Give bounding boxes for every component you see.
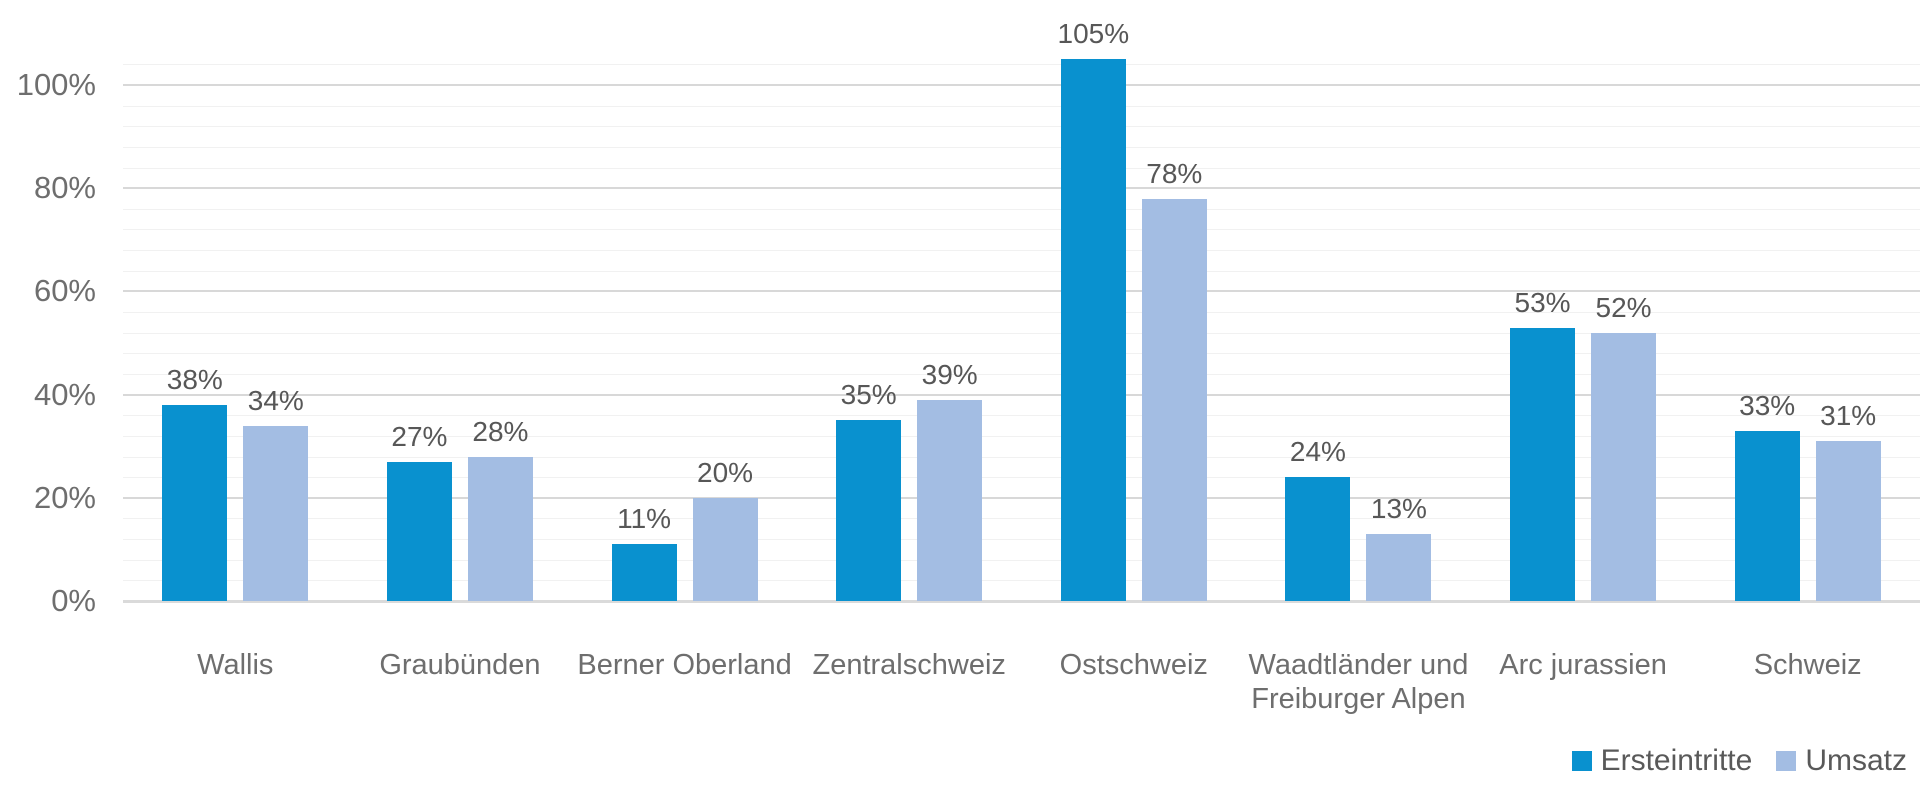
major-gridline: [123, 393, 1920, 396]
minor-gridline: [123, 435, 1920, 437]
category-label: Waadtländer und Freiburger Alpen: [1248, 649, 1469, 715]
bar-ersteintritte: [611, 544, 677, 601]
y-axis-tick-label: 0%: [51, 583, 96, 618]
legend-item-ersteintritte: Ersteintritte: [1571, 744, 1753, 778]
minor-gridline: [123, 229, 1920, 231]
minor-gridline: [123, 456, 1920, 458]
bar-value-label: 24%: [1289, 436, 1346, 468]
legend-marker-umsatz-icon: [1776, 751, 1797, 771]
major-gridline: [123, 496, 1920, 499]
bar-value-label: 35%: [840, 379, 897, 411]
minor-gridline: [123, 559, 1920, 561]
minor-gridline: [123, 126, 1920, 128]
y-axis-tick-label: 60%: [33, 273, 96, 309]
major-gridline: [123, 84, 1920, 86]
category-label: Zentralschweiz: [812, 649, 1006, 681]
minor-gridline: [123, 312, 1920, 314]
legend-label: Umsatz: [1805, 744, 1907, 777]
minor-gridline: [123, 415, 1920, 417]
major-gridline: [123, 290, 1920, 293]
bar-value-label: 38%: [166, 363, 223, 395]
bar-umsatz: [692, 497, 758, 601]
bar-value-label: 20%: [697, 456, 754, 488]
legend-item-umsatz: Umsatz: [1776, 744, 1907, 778]
minor-gridline: [123, 250, 1920, 252]
minor-gridline: [123, 167, 1920, 169]
minor-gridline: [123, 332, 1920, 334]
legend-label: Ersteintritte: [1600, 744, 1753, 777]
bar-value-label: 78%: [1146, 157, 1203, 189]
bar-value-label: 39%: [921, 358, 978, 390]
bar-value-label: 34%: [247, 384, 304, 416]
bar-value-label: 11%: [617, 503, 672, 535]
bar-value-label: 27%: [391, 420, 448, 452]
y-axis-tick-label: 20%: [33, 479, 96, 515]
bar-umsatz: [917, 399, 983, 601]
bar-ersteintritte: [162, 404, 228, 601]
y-axis-tick-label: 40%: [33, 376, 96, 412]
bar-value-label: 28%: [472, 415, 529, 447]
minor-gridline: [123, 373, 1920, 375]
bar-ersteintritte: [1734, 430, 1800, 601]
bar-value-label: 33%: [1739, 389, 1796, 421]
bar-value-label: 105%: [1057, 18, 1130, 50]
minor-gridline: [123, 146, 1920, 148]
bar-value-label: 52%: [1595, 291, 1652, 323]
bar-value-label: 53%: [1514, 286, 1571, 318]
bar-umsatz: [1591, 332, 1657, 601]
category-label: Schweiz: [1753, 649, 1862, 681]
bar-ersteintritte: [1285, 477, 1351, 601]
bar-ersteintritte: [836, 420, 902, 601]
minor-gridline: [123, 64, 1920, 66]
y-axis-tick-label: 80%: [33, 170, 96, 206]
category-label: Berner Oberland: [577, 649, 792, 681]
minor-gridline: [123, 477, 1920, 479]
bar-umsatz: [1141, 198, 1207, 601]
bar-value-label: 31%: [1820, 400, 1877, 432]
category-label: Wallis: [197, 649, 274, 681]
category-label: Ostschweiz: [1059, 649, 1208, 681]
minor-gridline: [123, 518, 1920, 520]
bar-value-label: 13%: [1370, 492, 1427, 524]
major-gridline: [123, 187, 1920, 190]
minor-gridline: [123, 270, 1920, 272]
minor-gridline: [123, 208, 1920, 210]
bar-umsatz: [467, 456, 533, 601]
bar-ersteintritte: [1510, 327, 1576, 601]
minor-gridline: [123, 353, 1920, 355]
y-axis-tick-label: 100%: [16, 67, 96, 102]
minor-gridline: [123, 580, 1920, 582]
chart-legend: Ersteintritte Umsatz: [1571, 744, 1907, 778]
minor-gridline: [123, 105, 1920, 107]
category-label: Graubünden: [379, 649, 541, 681]
minor-gridline: [123, 539, 1920, 541]
category-label: Arc jurassien: [1499, 649, 1667, 681]
bar-ersteintritte: [1060, 59, 1126, 601]
bar-umsatz: [243, 425, 309, 601]
bar-ersteintritte: [386, 461, 452, 601]
x-axis-line: [123, 600, 1920, 603]
bar-umsatz: [1815, 441, 1881, 601]
bar-umsatz: [1366, 533, 1432, 601]
legend-marker-ersteintritte-icon: [1571, 751, 1592, 771]
